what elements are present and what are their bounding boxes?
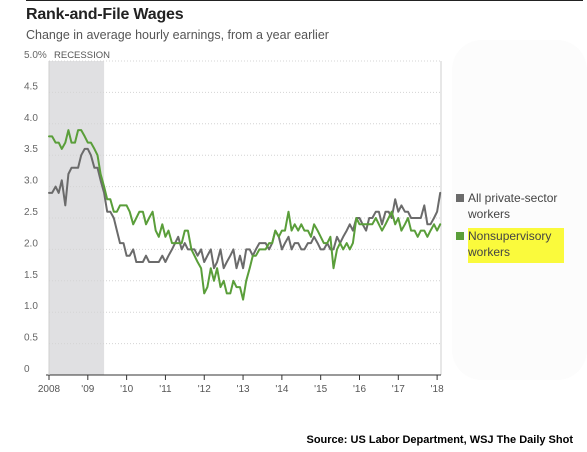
- y-tick-labels: 0 0.5 1.0 1.5 2.0 2.5 3.0 3.5 4.0 4.5 5.0%: [24, 50, 47, 375]
- series-lines: [48, 129, 442, 301]
- series-line-nonsupervisory: [48, 129, 442, 301]
- x-tick-label: '18: [431, 384, 444, 395]
- chart-title: Rank-and-File Wages: [26, 6, 184, 23]
- legend-swatch-nonsupervisory: [456, 232, 464, 240]
- y-tick-label: 3.5: [24, 144, 38, 155]
- y-tick-label: 1.5: [24, 270, 38, 281]
- y-tick-label: 5.0%: [24, 50, 47, 61]
- x-tick-label: '13: [237, 384, 250, 395]
- y-tick-label: 2.5: [24, 207, 38, 218]
- y-tick-label: 2.0: [24, 238, 38, 249]
- x-tick-label: '10: [120, 384, 133, 395]
- y-tick-label: 0: [24, 364, 30, 375]
- legend-swatch-all-private: [456, 194, 464, 202]
- y-tick-label: 0.5: [24, 333, 38, 344]
- gridlines: [49, 60, 441, 345]
- x-tick-label: '09: [81, 384, 94, 395]
- y-tick-label: 3.0: [24, 176, 38, 187]
- recession-band: RECESSION: [49, 50, 110, 375]
- x-tick-label: 2008: [38, 384, 61, 395]
- x-tick-label: '14: [275, 384, 288, 395]
- chart-subtitle: Change in average hourly earnings, from …: [26, 28, 329, 42]
- x-tick-label: '12: [198, 384, 211, 395]
- legend-item-nonsupervisory: Nonsupervisory workers: [455, 228, 575, 263]
- source-note: Source: US Labor Department, WSJ The Dai…: [306, 434, 574, 446]
- axes: [46, 61, 442, 380]
- background-patch: [452, 40, 587, 380]
- x-tick-label: '17: [392, 384, 405, 395]
- legend: All private-sector workers Nonsupervisor…: [455, 190, 575, 263]
- legend-label-nonsupervisory: Nonsupervisory workers: [468, 228, 564, 263]
- x-tick-label: '15: [314, 384, 327, 395]
- x-tick-label: '16: [353, 384, 366, 395]
- recession-label: RECESSION: [54, 50, 110, 61]
- x-tick-labels: 2008 '09 '10 '11 '12 '13 '14 '15 '16 '17 '18: [38, 384, 444, 395]
- y-tick-label: 4.5: [24, 81, 38, 92]
- y-tick-label: 1.0: [24, 301, 38, 312]
- y-tick-label: 4.0: [24, 113, 38, 124]
- legend-item-all-private: All private-sector workers: [455, 190, 575, 222]
- top-rule: [26, 0, 583, 1]
- x-tick-label: '11: [159, 384, 172, 395]
- series-line-all-private: [48, 147, 442, 270]
- legend-label-all-private: All private-sector workers: [468, 191, 558, 221]
